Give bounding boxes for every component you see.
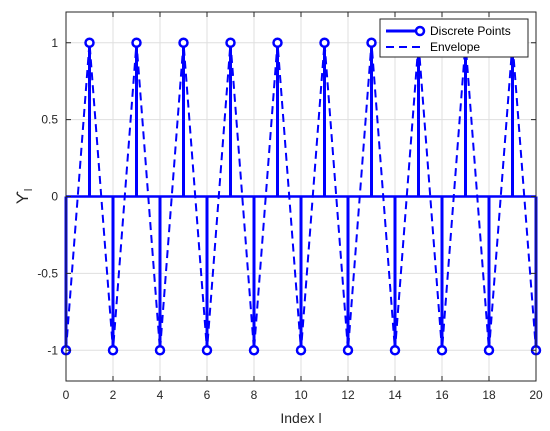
stem-marker (389, 345, 401, 356)
legend-marker-discrete (414, 25, 426, 37)
legend-items: Discrete Points Envelope (386, 24, 511, 54)
x-tick-label: 12 (341, 388, 355, 402)
stem-marker (436, 345, 448, 356)
stem-marker (225, 37, 236, 48)
x-tick-label: 16 (435, 388, 449, 402)
x-tick-label: 14 (388, 388, 402, 402)
y-axis-title: ϒl (13, 189, 35, 205)
stem-marker (366, 37, 377, 48)
stem-marker (319, 37, 330, 48)
stem-marker (107, 345, 119, 356)
y-tick-label: 1 (51, 36, 58, 50)
stem-marker (178, 37, 189, 48)
x-tick-label: 20 (529, 388, 543, 402)
y-tick-label: -1 (47, 343, 58, 357)
stem-marker (154, 345, 166, 356)
y-axis-title-main: ϒ (13, 191, 32, 204)
x-tick-label: 4 (157, 388, 164, 402)
x-tick-label: 0 (63, 388, 70, 402)
tick-layer: 0 2 4 6 8 10 12 14 16 18 20 -1 -0.5 0 0.5 1 (37, 12, 543, 402)
y-tick-label: -0.5 (37, 266, 58, 280)
stem-marker (84, 37, 95, 48)
legend: Discrete Points Envelope (379, 18, 529, 58)
y-axis-title-subscript: l (23, 189, 35, 191)
stem-marker (295, 345, 307, 356)
stem-marker (483, 345, 495, 356)
x-axis-title: Index l (280, 410, 321, 426)
stem-marker (272, 37, 283, 48)
x-tick-label: 8 (251, 388, 258, 402)
y-tick-label: 0 (51, 190, 58, 204)
stem-marker (248, 345, 260, 356)
x-tick-label: 10 (294, 388, 308, 402)
y-tick-label: 0.5 (41, 113, 58, 127)
stem-marker (201, 345, 213, 356)
legend-box (379, 18, 529, 58)
stem-marker (342, 345, 354, 356)
x-tick-label: 6 (204, 388, 211, 402)
legend-label-discrete: Discrete Points (430, 24, 511, 38)
stem-marker (131, 37, 142, 48)
x-tick-label: 18 (482, 388, 496, 402)
x-tick-label: 2 (110, 388, 117, 402)
legend-label-envelope: Envelope (430, 40, 480, 54)
